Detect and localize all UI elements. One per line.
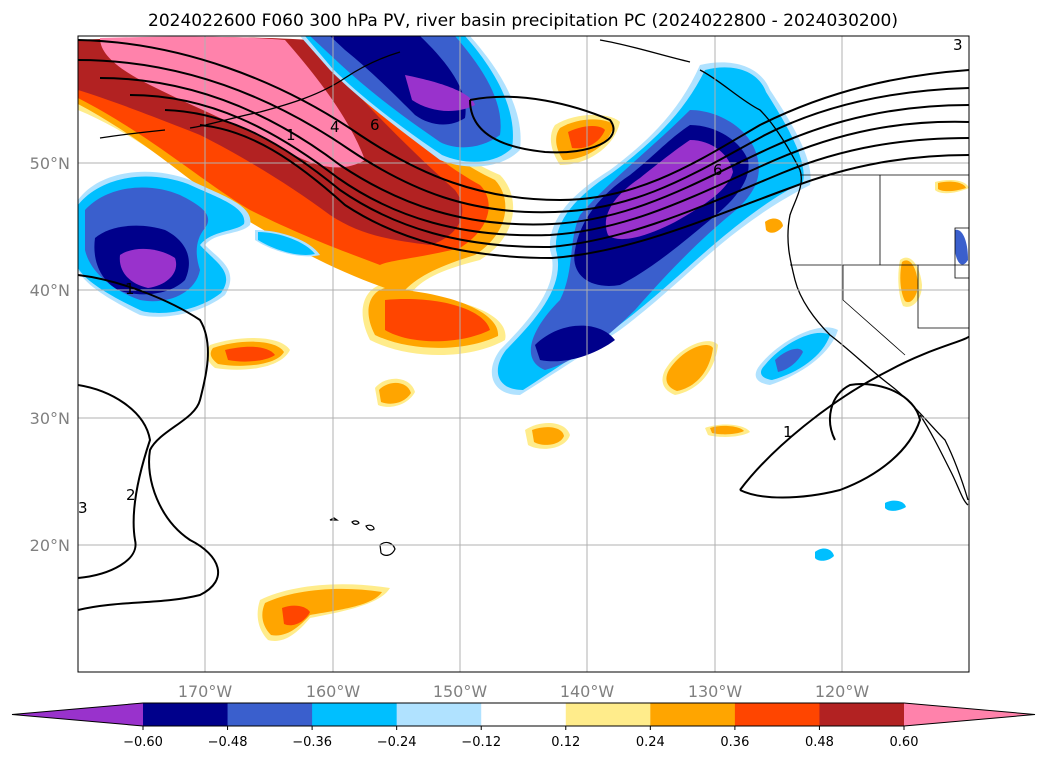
colorbar-tick-label: 0.48 bbox=[805, 735, 834, 750]
negative-blob-small-2 bbox=[885, 500, 906, 511]
lat-tick-label: 20°N bbox=[30, 536, 70, 555]
pv-contours bbox=[78, 39, 969, 611]
positive-blob-10 bbox=[765, 218, 783, 233]
colorbar: −0.60 −0.48 −0.36 −0.24 −0.12 0.12 0.24 0.36 0.4… bbox=[11, 702, 1036, 750]
negative-anomaly-pnw-core bbox=[605, 140, 733, 240]
colorbar-extend-low bbox=[12, 703, 143, 726]
colorbar-bin bbox=[819, 703, 905, 726]
contour-labels: 1 4 6 1 2 3 1 3 6 bbox=[78, 36, 963, 517]
negative-anomaly-calif-blue bbox=[775, 348, 803, 372]
positive-blob-6-orange bbox=[710, 425, 744, 435]
colorbar-bin bbox=[227, 703, 313, 726]
contour-label: 6 bbox=[713, 161, 723, 179]
positive-blob-9-orange bbox=[938, 181, 966, 192]
negative-blob-small-1 bbox=[815, 548, 834, 561]
colorbar-bin bbox=[481, 703, 567, 726]
lon-tick-label: 170°W bbox=[178, 682, 233, 701]
colorbar-bin bbox=[396, 703, 482, 726]
colorbar-tick-label: −0.60 bbox=[123, 735, 163, 750]
lat-tick-label: 40°N bbox=[30, 281, 70, 300]
lat-tick-label: 50°N bbox=[30, 154, 70, 173]
contour-label: 1 bbox=[783, 423, 793, 441]
map-frame bbox=[77, 35, 970, 673]
colorbar-bin bbox=[312, 703, 398, 726]
colorbar-bin bbox=[734, 703, 820, 726]
lon-tick-label: 160°W bbox=[306, 682, 361, 701]
colorbar-tick-label: −0.48 bbox=[208, 735, 248, 750]
lon-tick-label: 130°W bbox=[688, 682, 743, 701]
colorbar-tick-label: 0.24 bbox=[636, 735, 665, 750]
contour-label: 3 bbox=[953, 36, 963, 54]
lat-tick-label: 30°N bbox=[30, 409, 70, 428]
colorbar-tick-label: −0.24 bbox=[377, 735, 417, 750]
gridlines bbox=[78, 36, 969, 672]
lon-tick-label: 150°W bbox=[433, 682, 488, 701]
contour-label: 1 bbox=[286, 126, 296, 144]
latitude-labels: 50°N 40°N 30°N 20°N bbox=[30, 154, 70, 555]
colorbar-bin bbox=[143, 703, 229, 726]
contour-label: 6 bbox=[370, 116, 380, 134]
positive-blob-4-orange bbox=[532, 427, 564, 445]
lon-tick-label: 140°W bbox=[560, 682, 615, 701]
map-panel: 1 4 6 1 2 3 1 3 6 bbox=[77, 35, 970, 673]
figure-title: 2024022600 F060 300 hPa PV, river basin … bbox=[148, 11, 898, 31]
colorbar-tick-label: 0.36 bbox=[720, 735, 749, 750]
positive-blob-3-orange bbox=[379, 382, 411, 404]
colorbar-tick-label: −0.36 bbox=[292, 735, 332, 750]
negative-blob-small-3 bbox=[955, 229, 968, 265]
contour-label: 4 bbox=[330, 118, 340, 136]
negative-anomaly-west-core bbox=[119, 248, 177, 288]
colorbar-bin bbox=[565, 703, 651, 726]
positive-blob-5-orange bbox=[666, 344, 713, 391]
colorbar-tick-label: 0.12 bbox=[551, 735, 580, 750]
precipitation-pc-shading: 1 4 6 1 2 3 1 3 6 bbox=[78, 36, 969, 672]
colorbar-extend-high bbox=[904, 703, 1035, 726]
negative-anomaly-core-purple bbox=[405, 75, 475, 112]
contour-label: 1 bbox=[125, 280, 135, 298]
positive-blob-8-orange bbox=[900, 260, 918, 303]
lon-tick-label: 120°W bbox=[815, 682, 870, 701]
contour-label: 2 bbox=[126, 486, 136, 504]
positive-blob-7-red bbox=[282, 605, 310, 626]
colorbar-tick-label: −0.12 bbox=[461, 735, 501, 750]
coastlines bbox=[99, 39, 969, 506]
contour-label: 3 bbox=[78, 499, 88, 517]
colorbar-tick-label: 0.60 bbox=[890, 735, 919, 750]
colorbar-bin bbox=[650, 703, 736, 726]
longitude-labels: 170°W 160°W 150°W 140°W 130°W 120°W bbox=[178, 682, 870, 701]
positive-blob-2-red bbox=[225, 346, 275, 362]
